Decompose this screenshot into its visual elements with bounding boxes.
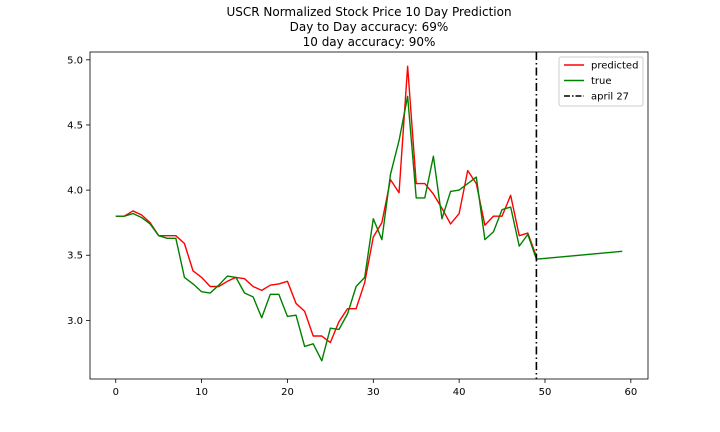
legend-label-predicted: predicted	[591, 61, 638, 72]
plot-border	[89, 51, 649, 380]
series-line-true	[115, 95, 623, 362]
legend-label-april-27: april 27	[591, 92, 629, 103]
x-tick-label: 50	[539, 387, 552, 398]
x-tick-label: 0	[113, 387, 119, 398]
chart-title: USCR Normalized Stock Price 10 Day Predi…	[226, 5, 511, 49]
title-line-2: Day to Day accuracy: 69%	[290, 20, 449, 34]
y-tick-label: 5.0	[67, 55, 83, 66]
plot-content	[115, 52, 623, 379]
x-tick-label: 10	[195, 387, 208, 398]
title-line-1: USCR Normalized Stock Price 10 Day Predi…	[226, 5, 511, 19]
series-line-predicted	[115, 65, 538, 344]
title-line-3: 10 day accuracy: 90%	[303, 35, 436, 49]
x-tick-label: 20	[281, 387, 294, 398]
legend: predicted true april 27	[558, 56, 644, 107]
legend-label-true: true	[591, 76, 612, 87]
y-tick-label: 4.5	[67, 120, 83, 131]
legend-frame	[558, 56, 644, 107]
y-tick-label: 3.0	[67, 316, 83, 327]
x-tick-label: 30	[367, 387, 380, 398]
x-axis: 0 10 20 30 40 50 60	[113, 379, 637, 398]
y-axis: 3.0 3.5 4.0 4.5 5.0	[67, 55, 90, 327]
x-tick-label: 60	[624, 387, 637, 398]
y-tick-label: 3.5	[67, 251, 83, 262]
x-tick-label: 40	[453, 387, 466, 398]
y-tick-label: 4.0	[67, 186, 83, 197]
plot-area	[90, 52, 648, 379]
